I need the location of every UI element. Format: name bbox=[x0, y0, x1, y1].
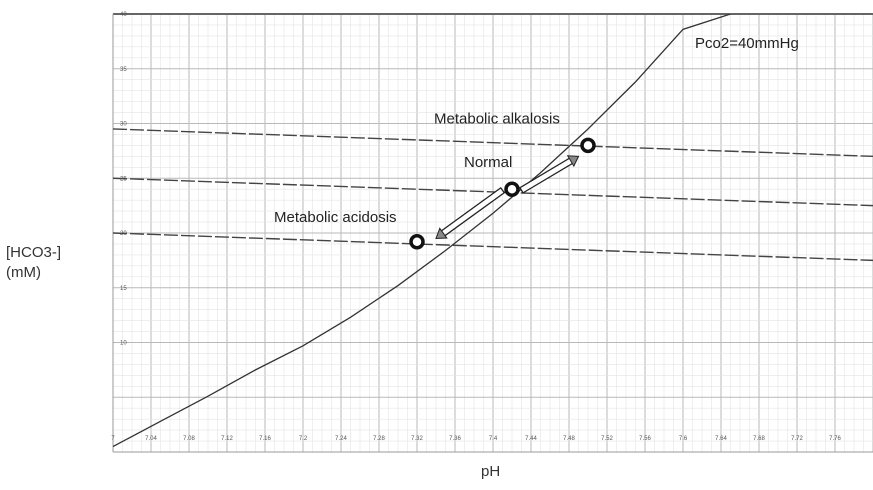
x-tick-label: 7.08 bbox=[183, 436, 195, 442]
y-tick-label: 30 bbox=[120, 122, 127, 128]
y-tick-label: 20 bbox=[120, 231, 127, 237]
x-tick-label: 7.4 bbox=[489, 436, 498, 442]
point-label-3: Metabolic alkalosis bbox=[434, 110, 560, 127]
y-tick-label: 15 bbox=[120, 286, 127, 292]
x-tick-label: 7.36 bbox=[449, 436, 461, 442]
pco2-curve-line bbox=[113, 14, 731, 448]
x-tick-label: 7.68 bbox=[753, 436, 765, 442]
y-tick-label: 10 bbox=[120, 341, 127, 347]
arrow-shaft-1 bbox=[519, 156, 575, 194]
y-tick-label: 35 bbox=[120, 67, 127, 73]
x-tick-label: 7.6 bbox=[679, 436, 688, 442]
y-tick-label: 40 bbox=[120, 12, 127, 18]
pco2-curve bbox=[113, 14, 731, 448]
y-tick-labels: 10 15 20 25 30 35 40 bbox=[120, 12, 127, 347]
dashed-line-3 bbox=[112, 232, 873, 262]
x-tick-label: 7.16 bbox=[259, 436, 271, 442]
x-tick-label: 7.12 bbox=[221, 436, 233, 442]
x-tick-label: 7.2 bbox=[299, 436, 308, 442]
data-point-1 bbox=[409, 234, 425, 250]
x-tick-label: 7.64 bbox=[715, 436, 727, 442]
x-tick-label: 7.28 bbox=[373, 436, 385, 442]
data-point-3 bbox=[580, 137, 596, 154]
dashed-line-2 bbox=[112, 177, 873, 207]
x-tick-label: 7.72 bbox=[791, 436, 803, 442]
arrow-head-1 bbox=[566, 155, 580, 168]
x-tick-label: 7.48 bbox=[563, 436, 575, 442]
point-label-1: Metabolic acidosis bbox=[274, 209, 397, 226]
y-tick-label: 25 bbox=[120, 176, 127, 182]
x-tick-label: 7 bbox=[111, 436, 115, 442]
x-tick-labels: 7 7.04 7.08 7.12 7.16 7.2 7.24 7.28 7.32 7.36 7.4 7… bbox=[111, 436, 841, 442]
x-tick-label: 7.24 bbox=[335, 436, 347, 442]
grid bbox=[112, 13, 873, 453]
y-axis-label: [HCO3-] (mM) bbox=[6, 243, 61, 283]
arrow-head-2 bbox=[435, 227, 448, 240]
x-tick-label: 7.56 bbox=[639, 436, 651, 442]
curve-label: Pco2=40mmHg bbox=[695, 35, 799, 52]
dashed-lines bbox=[112, 128, 873, 262]
y-axis-unit: (mM) bbox=[6, 264, 41, 281]
x-tick-label: 7.76 bbox=[829, 436, 841, 442]
data-point-2 bbox=[504, 181, 520, 197]
arrows bbox=[435, 155, 580, 240]
x-tick-label: 7.52 bbox=[601, 436, 613, 442]
y-axis-title: [HCO3-] bbox=[6, 244, 62, 261]
x-axis-label: pH bbox=[481, 463, 501, 480]
data-points bbox=[409, 137, 596, 250]
point-label-2: Normal bbox=[464, 154, 512, 171]
x-tick-label: 7.04 bbox=[145, 436, 157, 442]
dashed-line-1 bbox=[112, 128, 873, 158]
x-tick-label: 7.32 bbox=[411, 436, 423, 442]
annotations: Metabolic acidosis Normal Metabolic alkalo… bbox=[274, 35, 799, 226]
x-tick-label: 7.44 bbox=[525, 436, 537, 442]
